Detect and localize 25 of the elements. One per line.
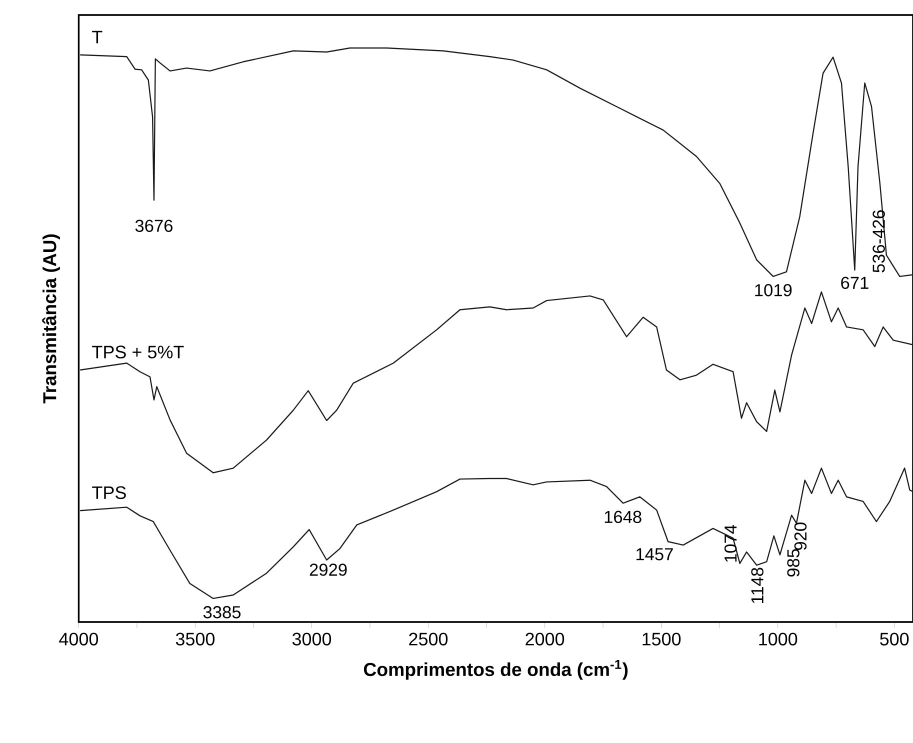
x-tick-label: 1000 [759,632,798,646]
annotation: 920 [794,522,807,550]
y-axis-title: Transmitância (AU) [42,234,60,404]
annotation: 671 [841,276,868,290]
annotation: 1019 [755,284,792,296]
series-label: T [92,30,102,44]
x-tick-label: 2500 [409,632,448,646]
x-tick-label: 3000 [292,632,332,646]
annotation: 3676 [135,220,172,232]
series-label: TPS + 5%T [92,346,184,358]
annotation: 536-426 [872,210,885,272]
x-tick-label: 2000 [526,632,564,646]
x-tick-label: 1500 [642,632,681,646]
series-label: TPS [92,486,126,500]
x-axis-title: Comprimentos de onda (cm$^{-1}$) [364,660,628,680]
annotation: 985 [787,549,800,577]
x-tick-label: 500 [880,632,909,646]
annotation: 1457 [636,548,673,560]
annotation: 1148 [751,568,764,604]
x-tick-label: 4000 [59,632,98,646]
annotation: 1074 [724,524,737,562]
annotation: 3385 [203,606,241,618]
annotation: 1648 [604,510,642,524]
annotation: 2929 [310,564,347,576]
x-tick-label: 3500 [176,632,215,646]
